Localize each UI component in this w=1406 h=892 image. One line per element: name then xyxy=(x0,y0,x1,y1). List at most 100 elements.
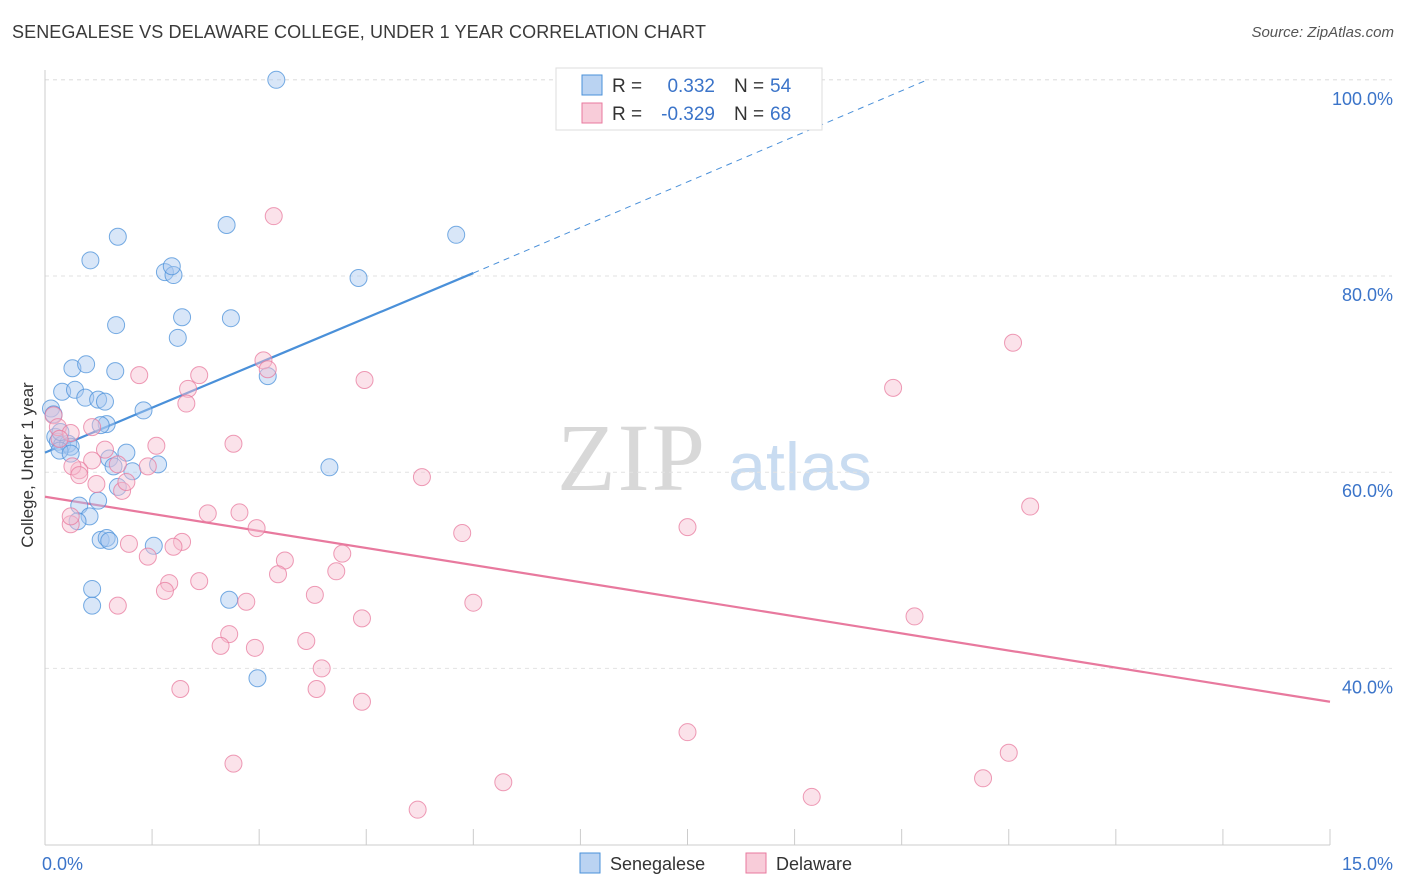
point-delaware xyxy=(211,636,230,655)
point-delaware xyxy=(408,800,427,819)
point-delaware xyxy=(355,371,374,389)
point-delaware xyxy=(494,773,513,792)
watermark-zip: ZIP xyxy=(557,404,707,511)
point-delaware xyxy=(70,466,89,485)
point-delaware xyxy=(464,593,483,612)
point-senegalese xyxy=(320,458,339,477)
point-delaware xyxy=(108,455,127,474)
legend-swatch-senegalese xyxy=(579,852,601,874)
point-delaware xyxy=(171,680,190,699)
stats-n-value-senegalese: 54 xyxy=(770,76,792,97)
point-senegalese xyxy=(77,355,96,374)
point-senegalese xyxy=(97,415,116,434)
point-delaware xyxy=(269,565,288,584)
point-senegalese xyxy=(221,309,240,328)
point-delaware xyxy=(974,769,993,788)
point-senegalese xyxy=(173,308,192,327)
trend-extension-senegalese xyxy=(473,79,928,274)
point-delaware xyxy=(307,680,326,699)
point-delaware xyxy=(802,787,821,806)
stats-swatch-senegalese xyxy=(581,74,603,96)
legend-label-senegalese: Senegalese xyxy=(610,854,705,874)
legend-label-delaware: Delaware xyxy=(776,854,852,874)
legend-swatch-delaware xyxy=(745,852,767,874)
point-senegalese xyxy=(349,268,368,287)
point-delaware xyxy=(230,503,249,522)
stats-r-label-delaware: R = xyxy=(612,104,642,125)
point-delaware xyxy=(312,659,331,678)
point-senegalese xyxy=(100,531,119,550)
trend-lines xyxy=(44,79,1331,703)
point-senegalese xyxy=(106,362,125,381)
point-senegalese xyxy=(80,507,99,526)
point-delaware xyxy=(87,474,106,493)
point-delaware xyxy=(297,631,316,650)
chart-source: Source: ZipAtlas.com xyxy=(1251,24,1394,41)
watermark-atlas: atlas xyxy=(728,429,872,505)
point-delaware xyxy=(147,436,166,455)
watermark: ZIP atlas xyxy=(557,404,872,511)
y-tick-label: 100.0% xyxy=(1332,89,1393,109)
stats-r-value-delaware: -0.329 xyxy=(661,104,715,125)
point-delaware xyxy=(453,524,472,543)
point-delaware xyxy=(905,607,924,626)
x-tick-label: 15.0% xyxy=(1342,854,1393,874)
point-delaware xyxy=(264,207,283,226)
stats-r-label-senegalese: R = xyxy=(612,76,642,97)
point-delaware xyxy=(678,723,697,742)
point-delaware xyxy=(179,379,198,398)
stats-n-value-delaware: 68 xyxy=(770,104,791,125)
point-delaware xyxy=(352,692,371,711)
point-delaware xyxy=(224,754,243,773)
point-delaware xyxy=(130,366,149,385)
point-delaware xyxy=(190,572,209,591)
point-senegalese xyxy=(162,257,181,276)
point-senegalese xyxy=(447,225,466,244)
point-senegalese xyxy=(108,227,127,246)
point-senegalese xyxy=(217,216,236,234)
point-senegalese xyxy=(81,251,100,270)
point-senegalese xyxy=(267,70,286,89)
stats-legend: R = 0.332 N = 54 R = -0.329 N = 68 xyxy=(555,67,823,131)
gridlines xyxy=(45,79,1392,669)
point-delaware xyxy=(138,547,157,566)
axes xyxy=(44,70,1331,846)
point-delaware xyxy=(113,481,132,500)
chart-title: SENEGALESE VS DELAWARE COLLEGE, UNDER 1 … xyxy=(12,22,707,42)
point-delaware xyxy=(177,394,196,413)
point-senegalese xyxy=(107,316,126,335)
point-senegalese xyxy=(97,528,116,547)
point-delaware xyxy=(155,581,174,600)
point-senegalese xyxy=(83,596,102,615)
point-delaware xyxy=(83,451,102,470)
point-senegalese xyxy=(89,491,108,510)
data-points xyxy=(41,70,1040,819)
point-delaware xyxy=(678,518,697,537)
point-delaware xyxy=(119,534,138,553)
stats-n-label-delaware: N = xyxy=(734,104,764,125)
point-delaware xyxy=(1021,497,1040,516)
stats-n-label-senegalese: N = xyxy=(734,76,764,97)
point-delaware xyxy=(884,378,903,397)
point-delaware xyxy=(224,434,243,453)
point-delaware xyxy=(108,596,127,615)
point-delaware xyxy=(83,418,102,437)
point-delaware xyxy=(173,532,192,551)
point-delaware xyxy=(245,638,264,657)
point-delaware xyxy=(327,562,346,581)
point-delaware xyxy=(61,515,80,534)
point-delaware xyxy=(352,609,371,628)
point-delaware xyxy=(50,429,69,448)
point-delaware xyxy=(999,743,1018,762)
trend-line-delaware xyxy=(44,495,1331,703)
point-senegalese xyxy=(89,390,108,409)
point-delaware xyxy=(237,592,256,611)
x-tick-label: 0.0% xyxy=(42,854,83,874)
point-delaware xyxy=(333,544,352,563)
point-delaware xyxy=(254,351,273,370)
point-delaware xyxy=(164,537,183,556)
tick-labels: 40.0% 60.0% 80.0% 100.0% 0.0% 15.0% xyxy=(42,89,1393,874)
point-delaware xyxy=(61,507,80,526)
point-senegalese xyxy=(144,536,163,555)
